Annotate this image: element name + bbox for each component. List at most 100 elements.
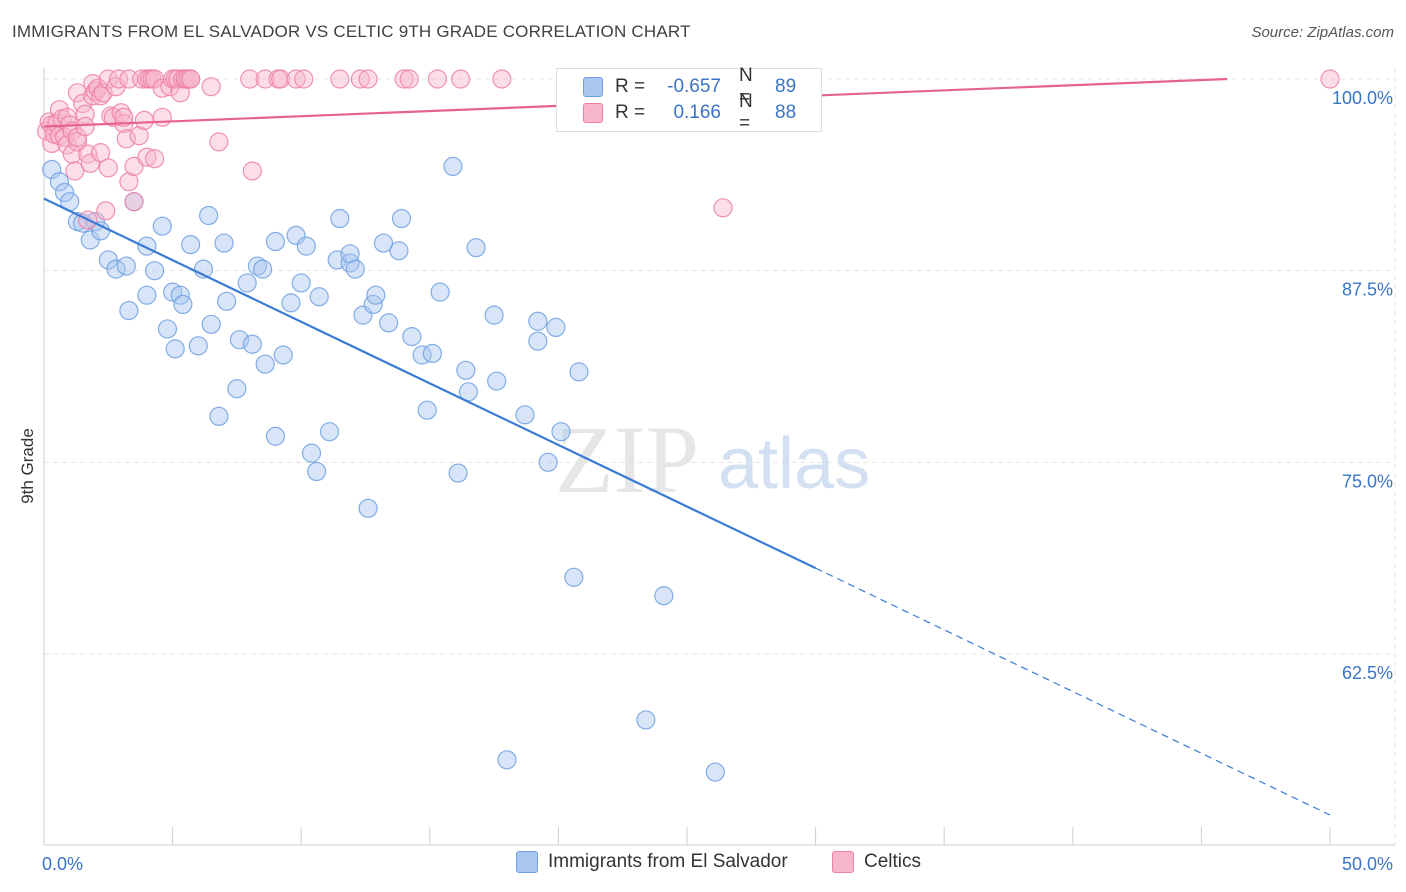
point-salvador (137, 236, 157, 256)
point-celtics (67, 127, 88, 147)
point-salvador (157, 319, 178, 339)
trendline-salvador (43, 197, 817, 570)
point-salvador (443, 156, 463, 176)
point-salvador (307, 461, 327, 482)
legend-r-value: 0.166 (673, 102, 721, 123)
point-celtics (350, 69, 370, 89)
point-celtics (124, 192, 144, 212)
point-salvador (181, 235, 201, 255)
point-salvador (281, 293, 301, 313)
legend-n-value: 89 (775, 76, 797, 97)
point-celtics (67, 132, 88, 152)
legend-n-label: N = (739, 91, 753, 134)
point-salvador (229, 330, 250, 350)
point-salvador (366, 285, 386, 305)
y-tick-label: 62.5% (1342, 663, 1393, 683)
legend-row-celtics: R = 0.166 N = 88 (583, 91, 797, 134)
point-celtics (399, 69, 419, 89)
point-celtics (134, 110, 154, 131)
trendline-salvador-extension (815, 567, 1331, 816)
y-tick-label: 75.0% (1342, 471, 1393, 491)
point-salvador (705, 762, 725, 782)
series-swatch-salvador (516, 851, 538, 873)
point-celtics (492, 69, 512, 89)
watermark: ZIP atlas (555, 406, 870, 513)
point-salvador (538, 452, 558, 472)
y-axis-title: 9th Grade (18, 428, 37, 504)
point-salvador (636, 710, 656, 730)
point-celtics (98, 158, 118, 178)
point-celtics (96, 201, 116, 221)
point-salvador (402, 327, 422, 347)
point-salvador (116, 256, 136, 276)
stats-legend: R = -0.657 N = 89 R = 0.166 N = 88 (556, 65, 822, 134)
point-celtics (90, 143, 111, 163)
point-salvador (528, 311, 548, 331)
legend-r-label: R = (615, 76, 646, 97)
point-salvador (237, 273, 257, 293)
point-salvador (201, 314, 221, 334)
point-celtics (152, 107, 172, 127)
series-legend-celtics: Celtics (832, 851, 921, 873)
point-salvador (54, 182, 75, 203)
point-salvador (296, 236, 316, 256)
point-celtics (242, 161, 262, 181)
point-celtics (209, 132, 229, 152)
point-salvador (484, 305, 504, 325)
point-salvador (448, 463, 468, 483)
point-salvador (209, 406, 229, 426)
point-celtics (201, 77, 221, 97)
point-celtics (330, 69, 350, 89)
y-tick-label: 87.5% (1342, 280, 1393, 300)
point-salvador (214, 233, 234, 253)
point-salvador (273, 345, 293, 365)
point-salvador (49, 172, 70, 192)
point-salvador (417, 400, 437, 420)
legend-n-label: N = (739, 65, 753, 108)
point-salvador (379, 313, 399, 333)
watermark-atlas: atlas (718, 424, 870, 504)
legend-n-value: 88 (775, 102, 797, 123)
point-salvador (515, 405, 535, 425)
point-salvador (373, 233, 394, 253)
point-salvador (569, 362, 589, 382)
legend-swatch-celtics (583, 103, 603, 123)
point-salvador (654, 586, 674, 606)
legend-r-value: -0.657 (667, 76, 721, 97)
point-celtics (451, 69, 471, 89)
point-celtics (427, 69, 448, 89)
point-salvador (265, 426, 286, 446)
series-label-celtics: Celtics (864, 851, 922, 872)
point-salvador (422, 343, 442, 364)
series-legend: Immigrants from El Salvador Celtics (0, 851, 1406, 877)
point-salvador (466, 238, 486, 258)
point-celtics (271, 69, 291, 89)
point-celtics (137, 147, 157, 167)
point-salvador (330, 208, 350, 229)
series-label-salvador: Immigrants from El Salvador (548, 851, 788, 872)
point-salvador (253, 259, 273, 279)
point-celtics (90, 86, 111, 106)
point-salvador (144, 261, 165, 281)
point-salvador (165, 339, 185, 359)
point-celtics (65, 161, 85, 181)
point-salvador (391, 208, 412, 229)
point-salvador (137, 285, 157, 305)
point-salvador (188, 336, 208, 356)
point-salvador (564, 567, 584, 587)
watermark-zip: ZIP (555, 406, 699, 513)
point-salvador (430, 282, 450, 302)
chart-title: IMMIGRANTS FROM EL SALVADOR VS CELTIC 9T… (12, 22, 691, 41)
point-celtics (294, 69, 314, 89)
point-celtics (75, 116, 95, 137)
point-salvador (528, 331, 548, 351)
tick-labels: 100.0% 87.5% 75.0% 62.5% 0.0% 50.0% (42, 88, 1393, 874)
legend-row-salvador: R = -0.657 N = 89 (583, 65, 797, 108)
point-salvador (42, 159, 62, 180)
point-salvador (119, 300, 139, 321)
x-tick-label: 50.0% (1342, 854, 1393, 874)
point-salvador (173, 294, 193, 314)
point-salvador (255, 354, 275, 374)
point-salvador (389, 241, 409, 261)
point-celtics (119, 172, 139, 192)
